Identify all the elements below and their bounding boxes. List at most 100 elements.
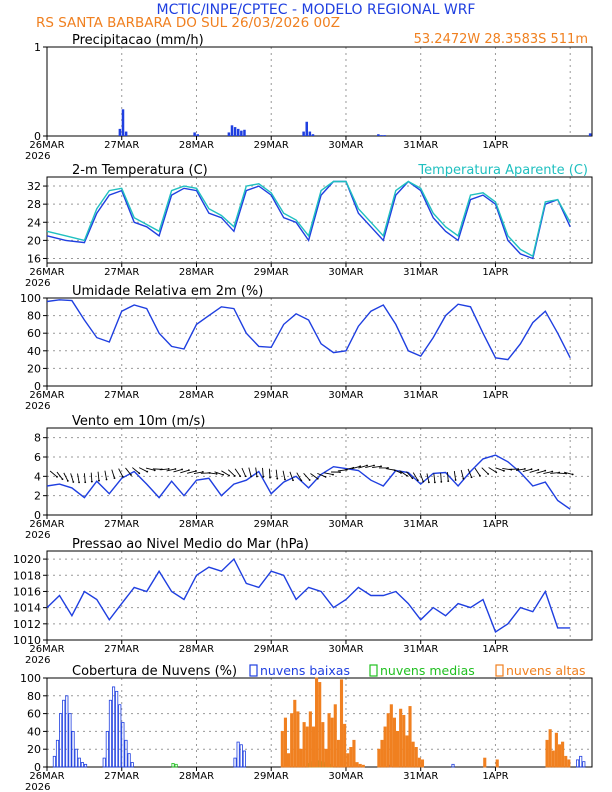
cloud-bar-nuvens-baixas	[115, 690, 119, 768]
precip-xtick-label: 26MAR	[29, 140, 64, 151]
wind-arrow	[440, 472, 442, 482]
cloud-bar-nuvens-altas	[554, 732, 558, 768]
wind-series-line	[46, 454, 571, 510]
wind-arrow	[180, 469, 190, 474]
wind-arrowhead	[416, 479, 419, 482]
cloud-bar-nuvens-altas	[395, 731, 400, 768]
wind-arrow	[221, 470, 230, 476]
cloud-bar-nuvens-altas	[315, 677, 319, 768]
cloud-legend-swatch	[249, 664, 258, 677]
cloud-bar-nuvens-altas	[286, 753, 291, 768]
cloud-bar-nuvens-altas	[417, 757, 421, 768]
cloud-bar-nuvens-baixas	[582, 761, 586, 768]
wind-arrowhead	[61, 478, 64, 481]
wind-arrow	[255, 467, 258, 477]
wind-arrow	[289, 471, 294, 481]
pressure-xtick-label: 27MAR	[104, 644, 139, 655]
wind-arrow	[344, 467, 354, 471]
wind-arrow	[481, 467, 489, 475]
wind-xtick-label: 31MAR	[403, 519, 438, 530]
precip-bar	[243, 129, 246, 136]
pressure-xtick-label: 29MAR	[254, 644, 289, 655]
cloud-bar-nuvens-altas	[280, 731, 284, 768]
wind-arrowhead	[215, 473, 218, 475]
wind-arrowhead	[544, 469, 547, 472]
wind-xtick-label: 26MAR	[29, 519, 64, 530]
cloud-bar-nuvens-baixas	[124, 739, 128, 768]
cloud-bar-nuvens-altas	[330, 717, 334, 768]
wind-arrow	[275, 469, 278, 479]
rh-xtick-label: 29MAR	[254, 390, 289, 401]
cloud-bar-nuvens-altas	[389, 704, 393, 768]
cloud-bar-nuvens-baixas	[105, 731, 109, 768]
precip-bar	[230, 125, 234, 136]
cloud-bar-nuvens-altas	[545, 739, 549, 768]
wind-arrowhead	[78, 481, 80, 484]
precip-xtick-label: 31MAR	[403, 140, 438, 151]
wind-arrowhead	[366, 464, 368, 467]
cloud-bar-nuvens-altas	[399, 708, 403, 768]
wind-arrowhead	[187, 469, 190, 472]
wind-arrowhead	[571, 473, 574, 476]
wind-arrowhead	[454, 479, 457, 481]
header-station-date: RS SANTA BARBARA DO SUL 26/03/2026 00Z	[36, 15, 340, 31]
wind-arrow	[90, 472, 93, 482]
precip-bar	[196, 134, 199, 136]
wind-ytick-label: 6	[34, 451, 41, 464]
cloud-bar-nuvens-altas	[355, 762, 359, 768]
cloud-bar-nuvens-altas	[483, 757, 487, 768]
clouds-xtick-label: 26MAR	[29, 771, 64, 782]
precip-panel: 0 1 26MAR 27MAR 28MAR 29MAR 30MAR 31MAR 1APR 2026…	[25, 33, 593, 162]
precip-bar	[380, 135, 383, 136]
pressure-ytick-label: 1018	[13, 569, 41, 582]
wind-arrowhead	[181, 468, 183, 471]
cloud-bar-nuvens-altas	[299, 748, 303, 768]
cloud-bar-nuvens-baixas	[52, 755, 56, 768]
wind-arrowhead	[138, 472, 141, 475]
rh-panel: 0 20 40 60 80 100 26MAR 27MAR 28MAR 29MAR 30MAR 31M…	[20, 284, 593, 412]
cloud-bar-nuvens-altas	[305, 726, 309, 768]
wind-arrow	[49, 470, 58, 478]
wind-arrowhead	[167, 468, 170, 470]
cloud-bar-nuvens-baixas	[579, 755, 583, 768]
wind-arrow	[282, 470, 286, 480]
rh-xtick-label: 27MAR	[104, 390, 139, 401]
wind-arrowhead	[400, 472, 402, 474]
cloud-bar-nuvens-altas	[336, 739, 340, 768]
pressure-ytick-label: 1020	[13, 553, 41, 566]
cloud-legend-label: nuvens medias	[380, 663, 475, 678]
cloud-bar-nuvens-altas	[352, 739, 356, 768]
wind-arrowhead	[308, 479, 311, 481]
pressure-xtick-label: 31MAR	[403, 644, 438, 655]
wind-arrowhead	[517, 468, 520, 470]
wind-arrow	[324, 472, 334, 476]
cloud-bar-nuvens-altas	[346, 753, 350, 768]
precip-bar	[302, 131, 305, 136]
precip-bar	[305, 121, 308, 136]
clouds-xtick-label: 1APR	[482, 771, 508, 782]
cloud-bar-nuvens-altas	[414, 747, 418, 768]
wind-arrow	[166, 468, 176, 472]
wind-ytick-label: 4	[34, 470, 41, 483]
wind-frame	[46, 427, 593, 516]
wind-arrowhead	[427, 481, 430, 484]
wind-arrow	[214, 471, 224, 476]
wind-arrow	[365, 465, 375, 469]
wind-arrow	[453, 471, 457, 481]
wind-arrowhead	[153, 469, 156, 472]
pressure-xtick-label: 1APR	[482, 644, 508, 655]
clouds-xtick-label: 28MAR	[179, 771, 214, 782]
wind-arrowhead	[537, 468, 540, 471]
cloud-bar-nuvens-medias	[171, 763, 175, 768]
wind-arrowhead	[239, 475, 242, 478]
wind-arrow	[70, 473, 74, 483]
cloud-bar-nuvens-altas	[339, 679, 344, 768]
pressure-panel: 1010 1012 1014 1016 1018 1020 26MAR 27MAR 28MAR 2…	[13, 537, 593, 666]
precip-xtick-label: 30MAR	[328, 140, 363, 151]
cloud-bar-nuvens-baixas	[239, 744, 243, 768]
wind-arrow	[77, 473, 80, 483]
wind-arrow	[372, 465, 382, 469]
precip-ytick-label: 1	[34, 41, 41, 54]
wind-arrow	[529, 469, 539, 473]
precip-bar	[121, 109, 125, 136]
